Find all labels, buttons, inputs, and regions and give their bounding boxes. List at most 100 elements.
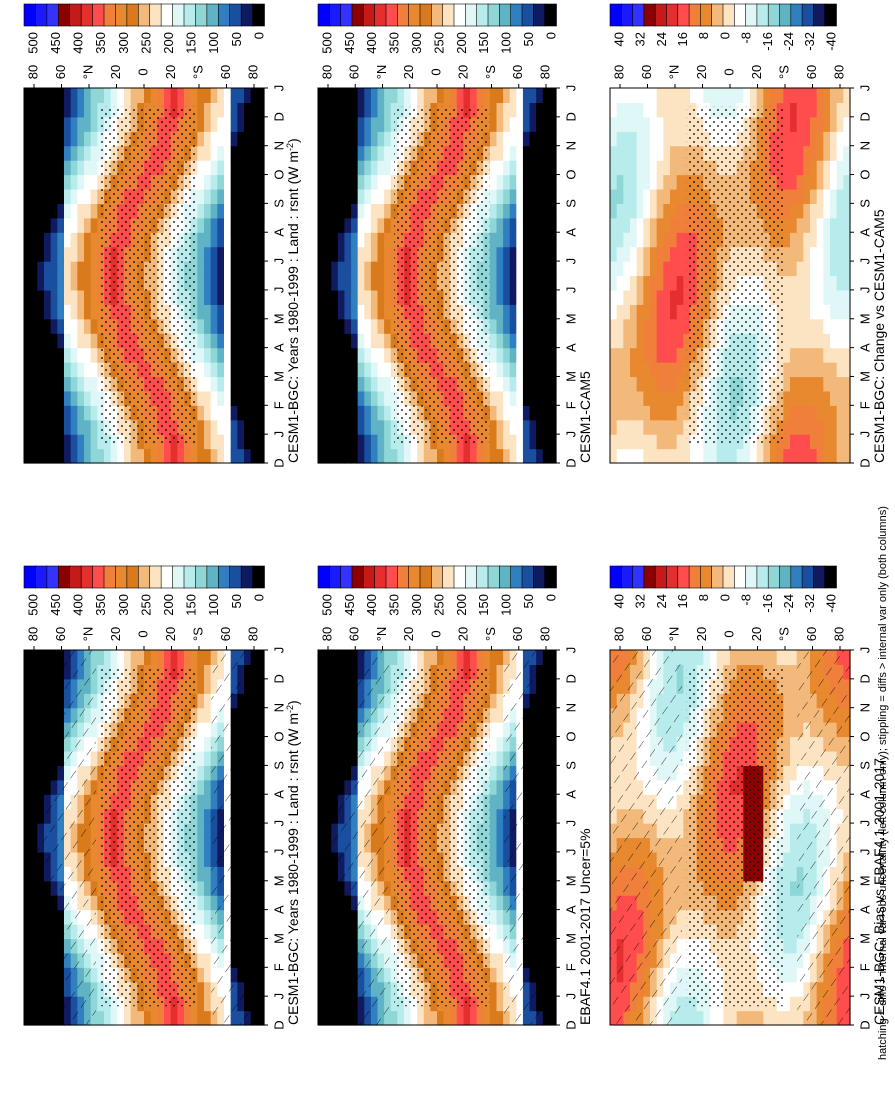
heatmap-cell xyxy=(496,160,504,176)
heatmap-cell xyxy=(542,405,550,421)
heatmap-cell xyxy=(204,333,212,349)
heatmap-cell xyxy=(450,650,458,666)
heatmap-cell xyxy=(542,304,550,320)
month-tick-label: N xyxy=(563,141,578,150)
heatmap-cell xyxy=(384,419,392,435)
heatmap-cell xyxy=(357,102,365,118)
heatmap-cell xyxy=(750,1010,758,1026)
heatmap-cell xyxy=(24,145,32,161)
heatmap-cell xyxy=(463,1010,471,1026)
heatmap-cell xyxy=(210,131,218,147)
heatmap-cell xyxy=(230,362,238,378)
heatmap-cell xyxy=(230,232,238,248)
heatmap-cell xyxy=(410,1010,418,1026)
heatmap-cell xyxy=(244,275,252,291)
month-tick-label: F xyxy=(271,963,286,971)
heatmap-cell xyxy=(204,678,212,694)
heatmap-cell xyxy=(230,131,238,147)
heatmap-cell xyxy=(84,160,92,176)
heatmap-cell xyxy=(377,145,385,161)
heatmap-cell xyxy=(357,405,365,421)
heatmap-cell xyxy=(536,174,544,190)
heatmap-cell xyxy=(377,160,385,176)
heatmap-cell xyxy=(384,217,392,233)
heatmap-cell xyxy=(403,88,412,104)
heatmap-cell xyxy=(110,448,118,464)
heatmap-cell xyxy=(37,405,45,421)
heatmap-cell xyxy=(377,376,385,392)
heatmap-cell xyxy=(750,650,758,666)
heatmap-cell xyxy=(463,650,471,666)
heatmap-cell xyxy=(197,909,205,925)
heatmap-cell xyxy=(204,88,212,104)
month-tick-label: N xyxy=(563,703,578,712)
lat-tick-label: 80 xyxy=(25,627,40,641)
heatmap-cell xyxy=(324,232,332,248)
heatmap-cell xyxy=(529,448,537,464)
heatmap-cell xyxy=(489,794,498,810)
heatmap-cell xyxy=(24,88,32,104)
heatmap-cell xyxy=(351,217,359,233)
heatmap-cell xyxy=(716,650,724,666)
heatmap-cell xyxy=(64,160,72,176)
heatmap-cell xyxy=(522,145,531,161)
heatmap-cell xyxy=(522,131,531,147)
heatmap-cell xyxy=(357,232,365,248)
heatmap-cell xyxy=(244,174,252,190)
heatmap-cell xyxy=(509,289,517,305)
heatmap-cell xyxy=(90,304,98,320)
heatmap-cell xyxy=(197,981,205,997)
heatmap-cell xyxy=(549,405,557,421)
heatmap-cell xyxy=(384,347,392,363)
heatmap-cell xyxy=(257,174,265,190)
heatmap-cell xyxy=(377,434,385,450)
heatmap-cell xyxy=(217,275,225,291)
heatmap-cell xyxy=(197,693,205,709)
heatmap-cell xyxy=(84,333,92,349)
month-tick-label: D xyxy=(563,458,578,467)
heatmap-cell xyxy=(331,333,339,349)
heatmap-cell xyxy=(496,837,504,853)
heatmap-cell xyxy=(496,333,504,349)
heatmap-cell xyxy=(144,88,152,104)
heatmap-cell xyxy=(616,246,624,262)
heatmap-cell xyxy=(324,116,332,132)
heatmap-cell xyxy=(157,1010,165,1026)
heatmap-cell xyxy=(250,174,258,190)
heatmap-cell xyxy=(57,333,65,349)
heatmap-cell xyxy=(37,376,45,392)
heatmap-cell xyxy=(224,333,232,349)
heatmap-cell xyxy=(610,405,618,421)
heatmap-cell xyxy=(364,102,372,118)
month-tick-label: M xyxy=(857,875,872,886)
heatmap-cell xyxy=(377,131,385,147)
heatmap-cell xyxy=(210,304,218,320)
heatmap-cell xyxy=(237,419,245,435)
heatmap-cell xyxy=(257,362,265,378)
heatmap-cell xyxy=(230,188,238,204)
heatmap-cell xyxy=(230,347,238,363)
heatmap-cell xyxy=(616,333,624,349)
heatmap-cell xyxy=(324,160,332,176)
heatmap-cell xyxy=(197,707,205,723)
heatmap-cell xyxy=(210,318,218,334)
heatmap-cell xyxy=(230,333,238,349)
heatmap-cell xyxy=(24,376,32,392)
heatmap-cell xyxy=(30,275,38,291)
heatmap-cell xyxy=(77,188,85,204)
heatmap-cell xyxy=(610,160,618,176)
heatmap-cell xyxy=(337,116,346,132)
heatmap-cell xyxy=(384,174,392,190)
heatmap-cell xyxy=(783,750,791,766)
heatmap-cell xyxy=(417,650,425,666)
month-tick-label: J xyxy=(563,431,578,438)
heatmap-cell xyxy=(384,362,392,378)
heatmap-cell xyxy=(197,376,205,392)
heatmap-cell xyxy=(516,304,524,320)
heatmap-cell xyxy=(70,362,78,378)
heatmap-cell xyxy=(610,188,618,204)
heatmap-cell xyxy=(470,448,478,464)
heatmap-cell xyxy=(210,174,218,190)
heatmap-cell xyxy=(250,116,258,132)
